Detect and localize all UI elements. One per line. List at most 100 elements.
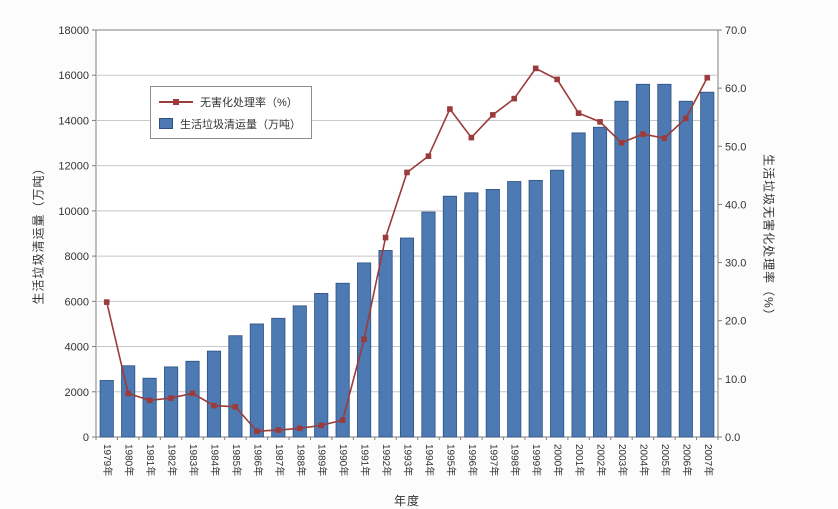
line-marker-2005年 bbox=[661, 135, 668, 141]
x-tick-label: 1991年 bbox=[359, 444, 372, 476]
bar-1985年 bbox=[228, 335, 243, 438]
x-tick-label: 1995年 bbox=[444, 444, 457, 476]
line-marker-1986年 bbox=[254, 428, 260, 434]
bar-1997年 bbox=[485, 189, 500, 438]
bar-1995年 bbox=[442, 195, 457, 438]
bar-1989年 bbox=[314, 293, 329, 438]
left-tick-label: 14000 bbox=[58, 115, 89, 127]
line-marker-1991年 bbox=[361, 336, 367, 343]
left-tick-label: 6000 bbox=[65, 296, 89, 308]
line-marker-2002年 bbox=[597, 119, 603, 125]
bar-2002年 bbox=[592, 126, 608, 438]
x-tick-label: 2001年 bbox=[573, 444, 586, 476]
bar-1984年 bbox=[206, 350, 222, 438]
x-tick-label: 1999年 bbox=[530, 444, 543, 476]
bar-1990年 bbox=[335, 282, 350, 438]
bar-1988年 bbox=[292, 305, 307, 438]
bar-1996年 bbox=[464, 192, 479, 438]
line-marker-2006年 bbox=[683, 115, 689, 122]
line-marker-2001年 bbox=[575, 110, 582, 116]
x-tick-label: 1980年 bbox=[123, 444, 136, 476]
line-marker-1989年 bbox=[318, 422, 325, 429]
legend-item-label: 无害化处理率（%） bbox=[200, 96, 298, 109]
line-marker-1997年 bbox=[489, 112, 496, 118]
bar-2000年 bbox=[550, 169, 565, 438]
right-axis-ticks: 0.0 10.0 20.0 30.0 40.0 50.0 60.0 70.0 bbox=[718, 25, 746, 444]
bar-2006年 bbox=[678, 100, 693, 438]
legend-item-bar: 生活垃圾清运量（万吨） bbox=[159, 115, 301, 132]
x-tick-label: 2007年 bbox=[702, 444, 715, 476]
x-tick-label: 1987年 bbox=[273, 444, 286, 476]
legend-item-line: 无害化处理率（%） bbox=[159, 93, 301, 110]
bar-1987年 bbox=[271, 317, 286, 438]
bar-1986年 bbox=[249, 323, 264, 438]
x-tick-label: 1992年 bbox=[380, 444, 393, 476]
line-marker-1979年 bbox=[103, 299, 110, 305]
x-tick-label: 2006年 bbox=[680, 444, 693, 476]
left-tick-label: 8000 bbox=[65, 251, 89, 263]
left-tick-label: 2000 bbox=[65, 387, 89, 399]
bar-1981年 bbox=[142, 377, 157, 438]
left-tick-label: 12000 bbox=[58, 161, 89, 173]
line-marker-1980年 bbox=[125, 390, 131, 397]
bar-2004年 bbox=[635, 83, 650, 438]
x-tick-label: 1988年 bbox=[294, 444, 307, 476]
line-marker-2000年 bbox=[554, 76, 560, 83]
legend-item-label: 生活垃圾清运量（万吨） bbox=[180, 118, 301, 131]
line-marker-1995年 bbox=[447, 106, 453, 112]
line-marker-1998年 bbox=[511, 95, 518, 102]
line-marker-1994年 bbox=[425, 153, 432, 159]
bar-1992年 bbox=[378, 250, 393, 438]
line-marker-1992年 bbox=[382, 234, 389, 241]
left-tick-label: 10000 bbox=[58, 206, 89, 218]
bar-1982年 bbox=[164, 366, 179, 438]
x-tick-label: 1986年 bbox=[251, 444, 264, 476]
bar-2005年 bbox=[657, 83, 672, 438]
x-tick-label: 1997年 bbox=[487, 444, 500, 476]
line-marker-1987年 bbox=[275, 427, 282, 433]
bar-1983年 bbox=[185, 360, 200, 438]
line-marker-1981年 bbox=[146, 397, 153, 404]
bar-1998年 bbox=[507, 181, 522, 438]
x-tick-label: 1994年 bbox=[423, 444, 436, 476]
right-tick-label: 60.0 bbox=[725, 83, 746, 95]
left-tick-label: 18000 bbox=[58, 25, 89, 37]
bar-series bbox=[99, 83, 715, 438]
left-tick-label: 0 bbox=[83, 432, 89, 444]
line-marker-1999年 bbox=[532, 65, 539, 72]
gridlines bbox=[96, 74, 718, 393]
line-marker-2007年 bbox=[704, 74, 711, 81]
left-tick-label: 4000 bbox=[65, 342, 89, 354]
right-tick-label: 30.0 bbox=[725, 258, 746, 270]
x-tick-label: 1985年 bbox=[230, 444, 243, 476]
line-marker-1988年 bbox=[296, 425, 303, 432]
line-marker-1985年 bbox=[232, 403, 239, 410]
x-tick-label: 1993年 bbox=[402, 444, 415, 476]
bar-1979年 bbox=[99, 380, 114, 438]
bar-1993年 bbox=[399, 237, 415, 438]
x-tick-label: 1998年 bbox=[509, 444, 522, 476]
x-axis-labels: 1979年 1980年 1981年 1982年 1983年 1984年 1985年 1986年… bbox=[101, 444, 715, 476]
x-axis-ticks bbox=[95, 437, 719, 440]
x-axis-title: 年度 bbox=[393, 494, 421, 508]
line-marker-1983年 bbox=[189, 390, 196, 397]
left-tick-label: 16000 bbox=[58, 70, 89, 82]
line-marker-1990年 bbox=[339, 417, 346, 423]
line-marker-2004年 bbox=[640, 131, 646, 137]
x-tick-label: 1979年 bbox=[101, 444, 114, 476]
right-tick-label: 70.0 bbox=[725, 25, 746, 37]
right-tick-label: 20.0 bbox=[725, 316, 746, 328]
x-tick-label: 1981年 bbox=[144, 444, 157, 476]
x-tick-label: 2003年 bbox=[616, 444, 629, 476]
x-tick-label: 1983年 bbox=[187, 444, 200, 476]
right-tick-label: 10.0 bbox=[725, 374, 746, 386]
bar-2001年 bbox=[571, 132, 586, 438]
line-marker-2003年 bbox=[618, 139, 625, 146]
x-tick-label: 1990年 bbox=[337, 444, 350, 476]
bar-2007年 bbox=[700, 91, 715, 438]
left-axis-title: 生活垃圾清运量（万吨） bbox=[31, 161, 46, 305]
x-tick-label: 2000年 bbox=[552, 444, 565, 476]
line-marker-1993年 bbox=[404, 169, 410, 176]
legend: 无害化处理率（%） 生活垃圾清运量（万吨） bbox=[150, 86, 312, 139]
x-tick-label: 2004年 bbox=[637, 444, 650, 476]
